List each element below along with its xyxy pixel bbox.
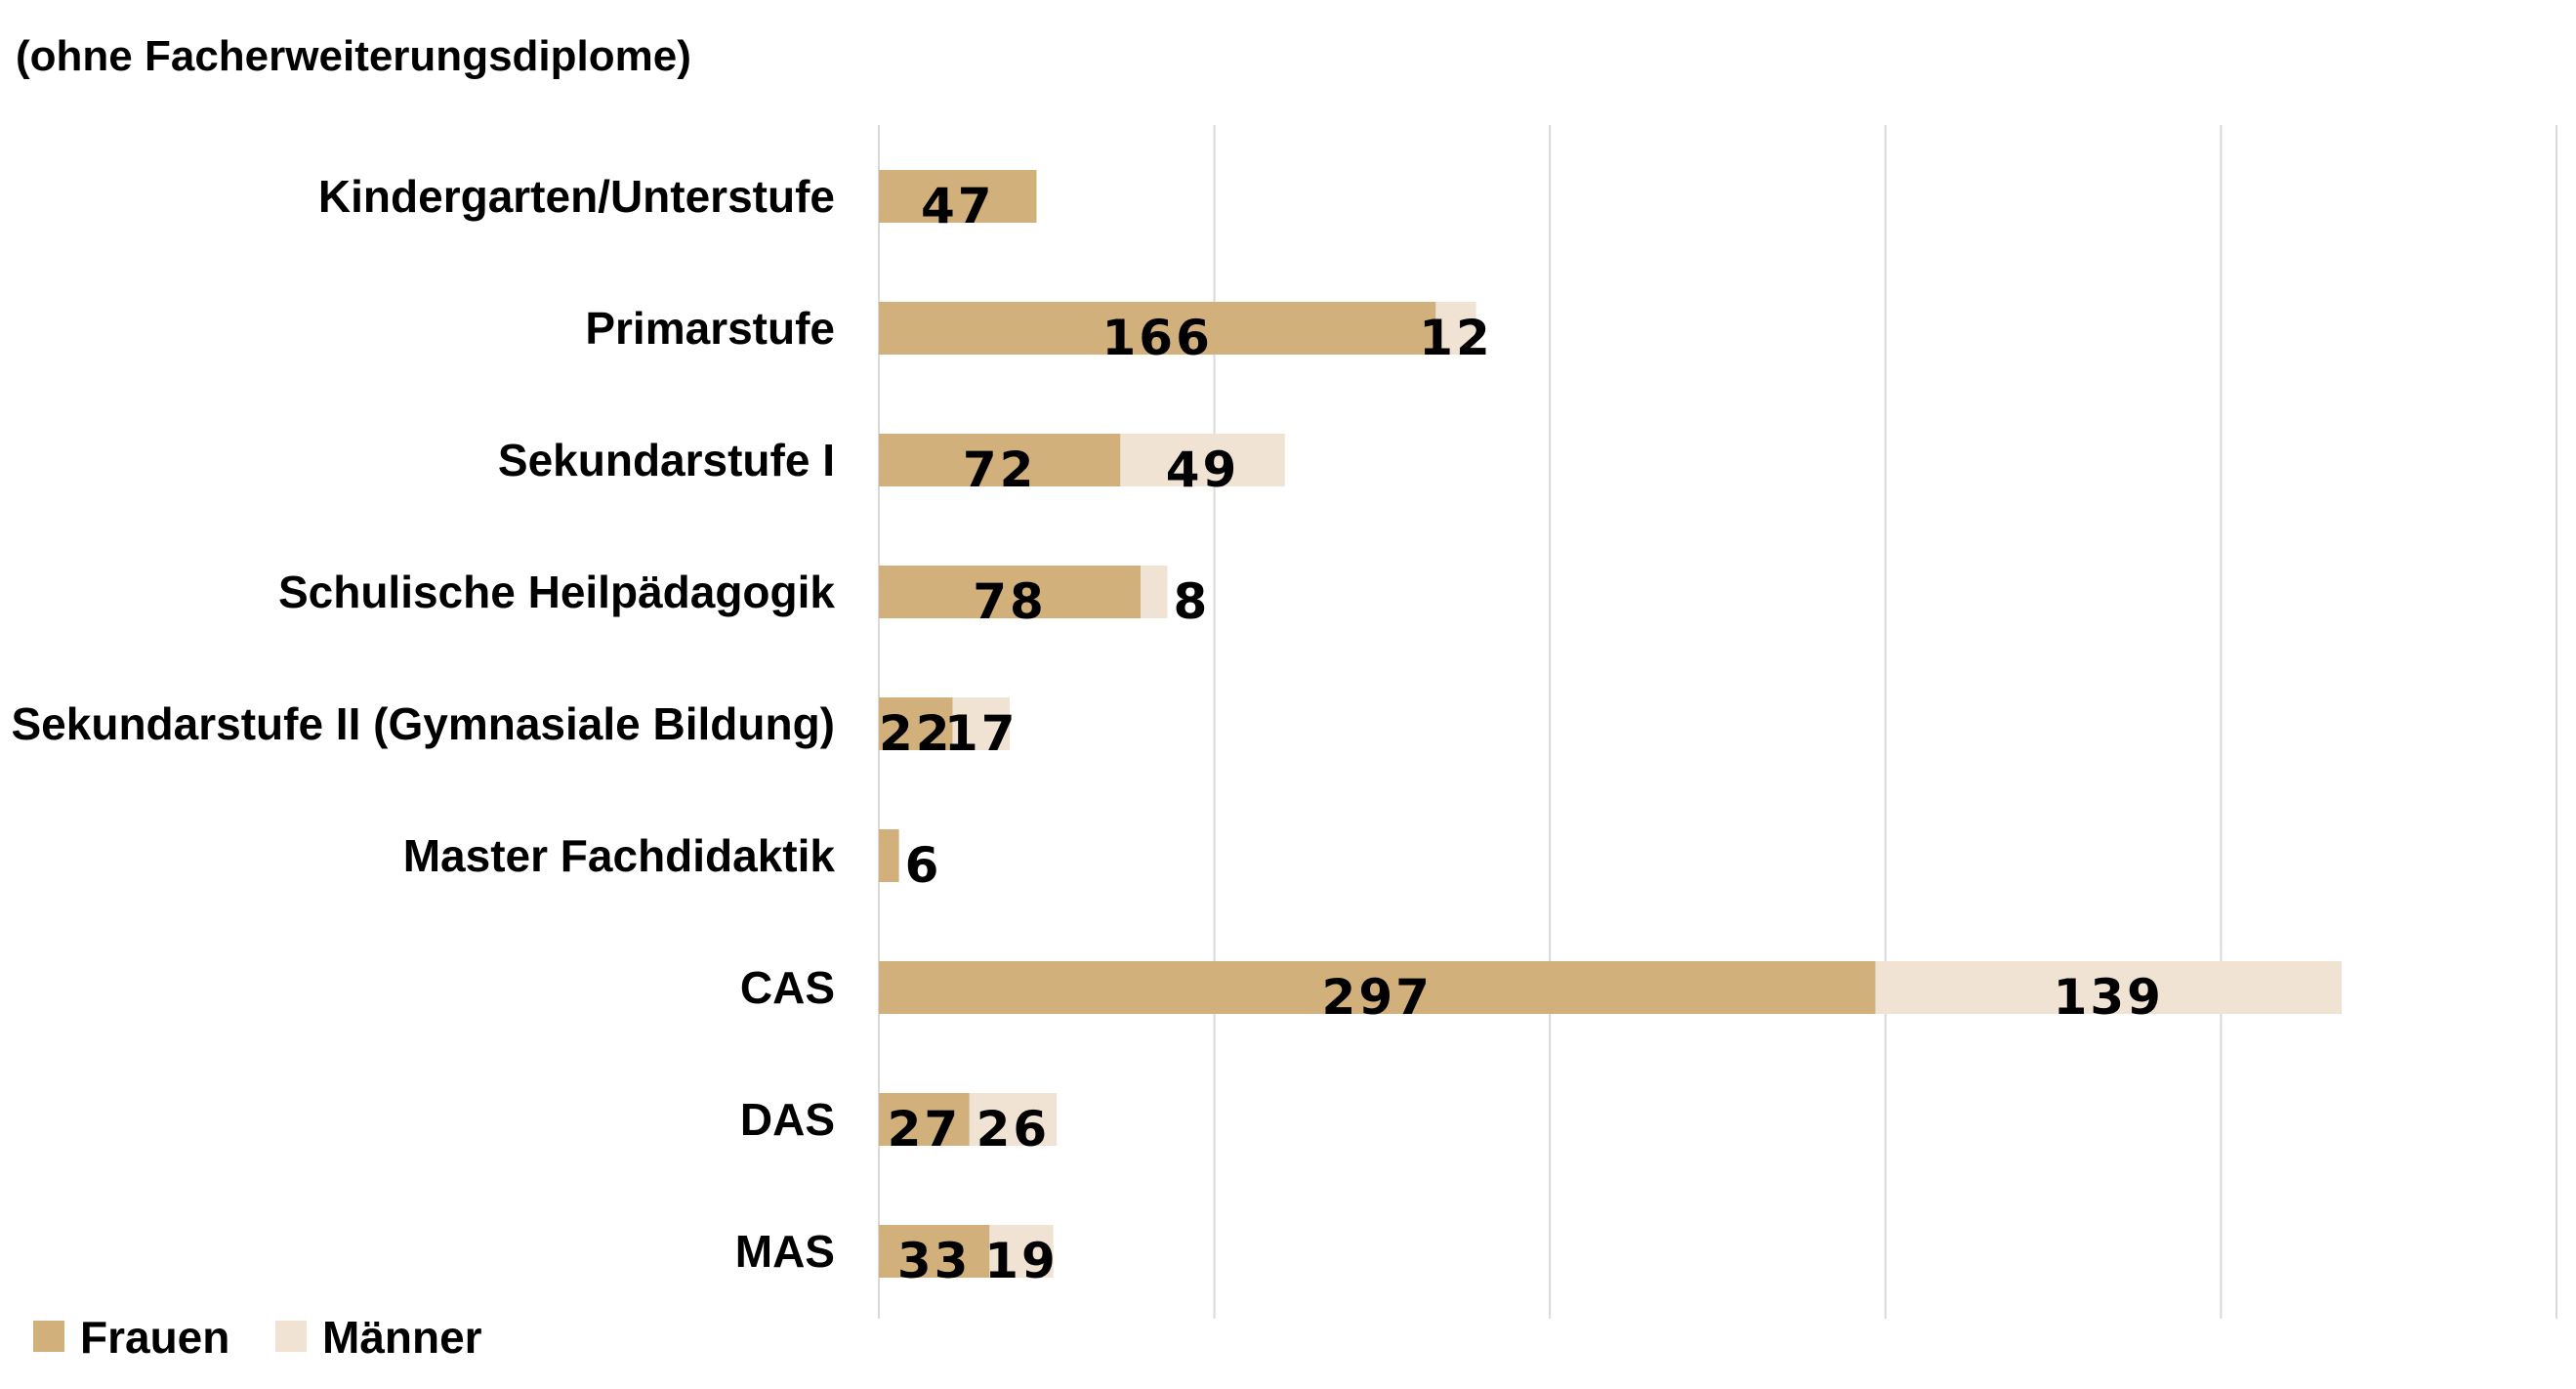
data-label-maenner: 19	[984, 1233, 1059, 1289]
category-label: DAS	[740, 1094, 835, 1145]
bar-maenner	[989, 1225, 1054, 1278]
bars	[879, 170, 2343, 1278]
data-label-frauen: 47	[921, 178, 995, 234]
data-label-frauen: 78	[973, 573, 1047, 630]
bar-maenner	[1435, 302, 1476, 355]
bar-frauen	[879, 1225, 990, 1278]
bar-maenner	[952, 697, 1011, 750]
category-label: Primarstufe	[585, 303, 835, 354]
data-label-maenner: 26	[976, 1101, 1051, 1158]
bar-frauen	[879, 829, 899, 882]
category-label: MAS	[735, 1226, 835, 1277]
bar-frauen	[879, 697, 953, 750]
bar-frauen	[879, 170, 1037, 223]
legend-label-frauen: Frauen	[80, 1312, 229, 1363]
bar-frauen	[879, 961, 1876, 1014]
data-label-maenner: 49	[1166, 442, 1240, 498]
category-label: CAS	[740, 962, 835, 1013]
data-label-maenner: 17	[944, 705, 1018, 762]
legend-swatch-maenner	[275, 1321, 307, 1352]
category-labels: Kindergarten/Unterstufe Primarstufe Sekund…	[12, 171, 836, 1277]
category-label: Schulische Heilpädagogik	[278, 567, 835, 617]
bar-maenner	[1120, 434, 1285, 486]
bar-maenner	[1875, 961, 2343, 1014]
data-label-maenner: 139	[2054, 969, 2164, 1026]
bar-maenner	[1141, 566, 1168, 618]
category-label: Sekundarstufe II (Gymnasiale Bildung)	[12, 698, 836, 749]
bar-frauen	[879, 566, 1142, 618]
data-label-frauen: 72	[963, 442, 1037, 498]
category-label: Sekundarstufe I	[498, 435, 835, 485]
data-label-frauen: 27	[888, 1101, 962, 1158]
data-label-maenner: 8	[1173, 573, 1210, 630]
bar-maenner	[969, 1093, 1058, 1146]
bar-frauen	[879, 1093, 970, 1146]
data-label-frauen: 166	[1102, 310, 1213, 366]
category-label: Kindergarten/Unterstufe	[318, 171, 835, 222]
chart-subtitle: (ohne Facherweiterungsdiplome)	[16, 32, 691, 80]
data-label-frauen: 22	[879, 705, 953, 762]
legend-swatch-frauen	[33, 1321, 64, 1352]
data-label-maenner: 12	[1419, 310, 1493, 366]
bar-frauen	[879, 434, 1121, 486]
category-label: Master Fachdidaktik	[403, 830, 836, 881]
legend: Frauen Männer	[33, 1312, 482, 1363]
legend-label-maenner: Männer	[322, 1312, 482, 1363]
data-label-frauen: 297	[1322, 969, 1433, 1026]
bar-frauen	[879, 302, 1436, 355]
data-label-frauen: 6	[905, 837, 942, 894]
data-label-frauen: 33	[897, 1233, 972, 1289]
